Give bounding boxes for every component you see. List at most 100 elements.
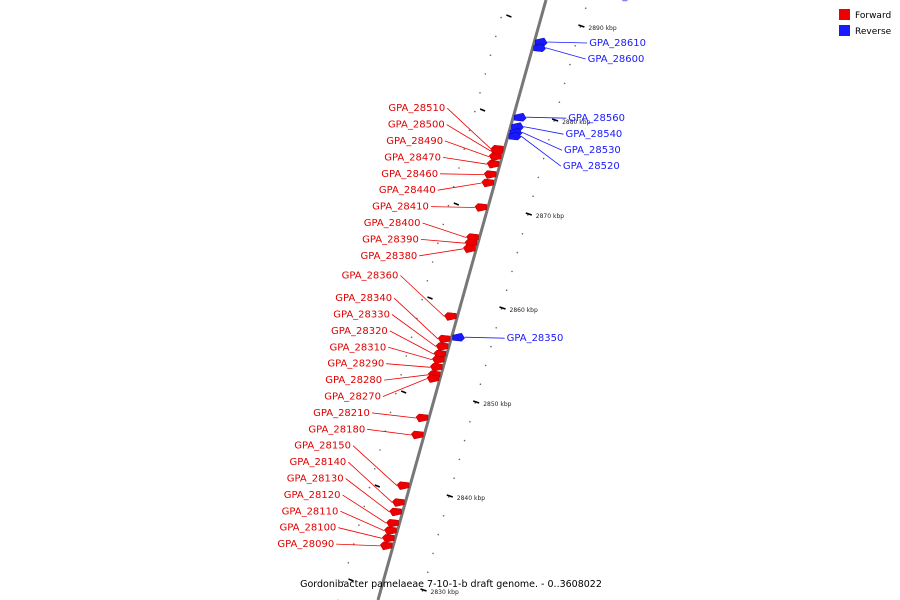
major-tick-mark bbox=[400, 390, 407, 394]
tick-label: 2830 kbp bbox=[431, 589, 459, 596]
forward-gene-label[interactable]: GPA_28120 bbox=[284, 490, 341, 501]
forward-gene-marker[interactable] bbox=[431, 355, 445, 365]
reverse-gene-marker[interactable] bbox=[511, 122, 524, 131]
forward-gene-marker[interactable] bbox=[488, 152, 502, 161]
forward-gene-marker[interactable] bbox=[379, 541, 393, 551]
legend-reverse-label: Reverse bbox=[855, 27, 892, 37]
forward-gene-marker[interactable] bbox=[384, 526, 397, 536]
reverse-gene-label[interactable]: GPA_28610 bbox=[589, 38, 646, 49]
forward-gene-label[interactable]: GPA_28400 bbox=[364, 218, 421, 229]
forward-gene-label[interactable]: GPA_28180 bbox=[308, 424, 365, 435]
gene-leader-line bbox=[336, 543, 381, 547]
forward-gene-label[interactable]: GPA_28510 bbox=[388, 103, 445, 114]
major-tick-mark bbox=[472, 400, 480, 404]
forward-gene-label[interactable]: GPA_28410 bbox=[372, 202, 429, 213]
forward-gene-marker[interactable] bbox=[429, 363, 443, 372]
forward-gene-label[interactable]: GPA_28470 bbox=[384, 152, 441, 163]
forward-gene-label[interactable]: GPA_28090 bbox=[277, 539, 334, 550]
reverse-gene-label[interactable]: GPA_28540 bbox=[566, 129, 623, 140]
gene-leader-line bbox=[521, 131, 563, 151]
gene-leader-line bbox=[367, 428, 412, 436]
reverse-gene-marker[interactable] bbox=[533, 43, 546, 52]
forward-gene-marker[interactable] bbox=[389, 507, 402, 517]
forward-gene-label[interactable]: GPA_28100 bbox=[280, 523, 337, 534]
forward-gene-marker[interactable] bbox=[410, 430, 424, 440]
reverse-gene-marker[interactable] bbox=[452, 332, 465, 342]
minor-tick-dot bbox=[405, 355, 408, 357]
forward-gene-marker[interactable] bbox=[481, 178, 494, 188]
forward-gene-label[interactable]: GPA_28110 bbox=[282, 506, 339, 517]
forward-gene-label[interactable]: GPA_28380 bbox=[361, 251, 418, 262]
minor-tick-dot bbox=[458, 458, 461, 461]
forward-gene-marker[interactable] bbox=[415, 413, 429, 423]
major-tick-mark bbox=[578, 24, 585, 28]
forward-gene-label[interactable]: GPA_28290 bbox=[327, 359, 384, 370]
major-ticks: 2890 kbp 2880 kbp 2870 kbp 2860 kbp 2850 kbp… bbox=[348, 14, 617, 596]
major-tick-mark bbox=[453, 202, 460, 206]
gene-leader-line bbox=[446, 107, 492, 150]
minor-tick-dot bbox=[421, 298, 423, 301]
forward-gene-marker[interactable] bbox=[444, 312, 457, 321]
forward-gene-label[interactable]: GPA_28310 bbox=[330, 342, 387, 353]
reverse-gene-label[interactable]: GPA_28650 bbox=[602, 0, 659, 2]
tick-label: 2860 kbp bbox=[510, 307, 538, 314]
reverse-gene-label[interactable]: GPA_28520 bbox=[563, 161, 620, 172]
minor-tick-dot bbox=[421, 590, 424, 592]
minor-tick-dot bbox=[553, 120, 555, 122]
forward-gene-marker[interactable] bbox=[474, 203, 488, 212]
forward-gene-marker[interactable] bbox=[462, 244, 476, 254]
reverse-gene-marker[interactable] bbox=[534, 37, 548, 47]
forward-gene-marker[interactable] bbox=[483, 170, 497, 179]
major-tick-mark bbox=[506, 14, 512, 18]
minor-tick-dot bbox=[505, 289, 508, 292]
forward-gene-label[interactable]: GPA_28340 bbox=[335, 293, 392, 304]
minor-tick-dot bbox=[447, 204, 450, 207]
gene-leader-line bbox=[440, 173, 485, 175]
reverse-gene-marker[interactable] bbox=[513, 112, 527, 122]
minor-tick-dot bbox=[484, 73, 487, 75]
gene-leader-line bbox=[526, 116, 567, 119]
reverse-gene-label[interactable]: GPA_28560 bbox=[568, 113, 625, 124]
minor-tick-dot bbox=[463, 148, 466, 150]
forward-gene-marker[interactable] bbox=[437, 334, 451, 344]
reverse-gene-label[interactable]: GPA_28350 bbox=[507, 333, 564, 344]
forward-gene-label[interactable]: GPA_28270 bbox=[324, 392, 381, 403]
major-tick-mark bbox=[420, 588, 427, 592]
forward-gene-label[interactable]: GPA_28280 bbox=[325, 375, 382, 386]
forward-gene-marker[interactable] bbox=[426, 374, 440, 383]
minor-tick-dot bbox=[500, 16, 502, 19]
reverse-gene-label[interactable]: GPA_28600 bbox=[588, 54, 645, 65]
forward-gene-label[interactable]: GPA_28150 bbox=[294, 441, 351, 452]
minor-tick-dot bbox=[569, 63, 571, 66]
reverse-gene-label[interactable]: GPA_28530 bbox=[564, 145, 621, 156]
minor-tick-dot bbox=[342, 580, 345, 583]
minor-tick-dot bbox=[532, 195, 534, 197]
forward-gene-marker[interactable] bbox=[396, 481, 410, 490]
minor-tick-dot bbox=[469, 421, 471, 423]
forward-gene-marker[interactable] bbox=[486, 159, 500, 169]
gene-leader-line bbox=[391, 314, 437, 347]
minor-tick-dot bbox=[484, 364, 487, 367]
forward-gene-label[interactable]: GPA_28440 bbox=[379, 185, 436, 196]
forward-gene-label[interactable]: GPA_28330 bbox=[333, 310, 390, 321]
forward-gene-marker[interactable] bbox=[391, 498, 405, 507]
major-tick-mark bbox=[479, 108, 486, 112]
forward-gene-label[interactable]: GPA_28320 bbox=[331, 326, 388, 337]
major-tick-mark bbox=[499, 306, 506, 310]
forward-gene-label[interactable]: GPA_28140 bbox=[290, 457, 347, 468]
forward-gene-label[interactable]: GPA_28390 bbox=[362, 234, 419, 245]
forward-gene-marker[interactable] bbox=[381, 534, 395, 543]
forward-gene-label[interactable]: GPA_28210 bbox=[313, 408, 370, 419]
forward-gene-label[interactable]: GPA_28130 bbox=[287, 474, 344, 485]
forward-gene-label[interactable]: GPA_28360 bbox=[342, 271, 399, 282]
forward-gene-label[interactable]: GPA_28460 bbox=[381, 169, 438, 180]
legend-reverse-swatch bbox=[839, 25, 850, 36]
minor-tick-dot bbox=[495, 327, 498, 329]
minor-tick-dot bbox=[400, 374, 402, 376]
forward-gene-marker[interactable] bbox=[386, 519, 399, 528]
forward-gene-marker[interactable] bbox=[435, 342, 449, 351]
forward-gene-label[interactable]: GPA_28490 bbox=[386, 136, 443, 147]
reverse-gene-marker[interactable] bbox=[508, 131, 522, 141]
forward-gene-label[interactable]: GPA_28500 bbox=[388, 120, 445, 131]
